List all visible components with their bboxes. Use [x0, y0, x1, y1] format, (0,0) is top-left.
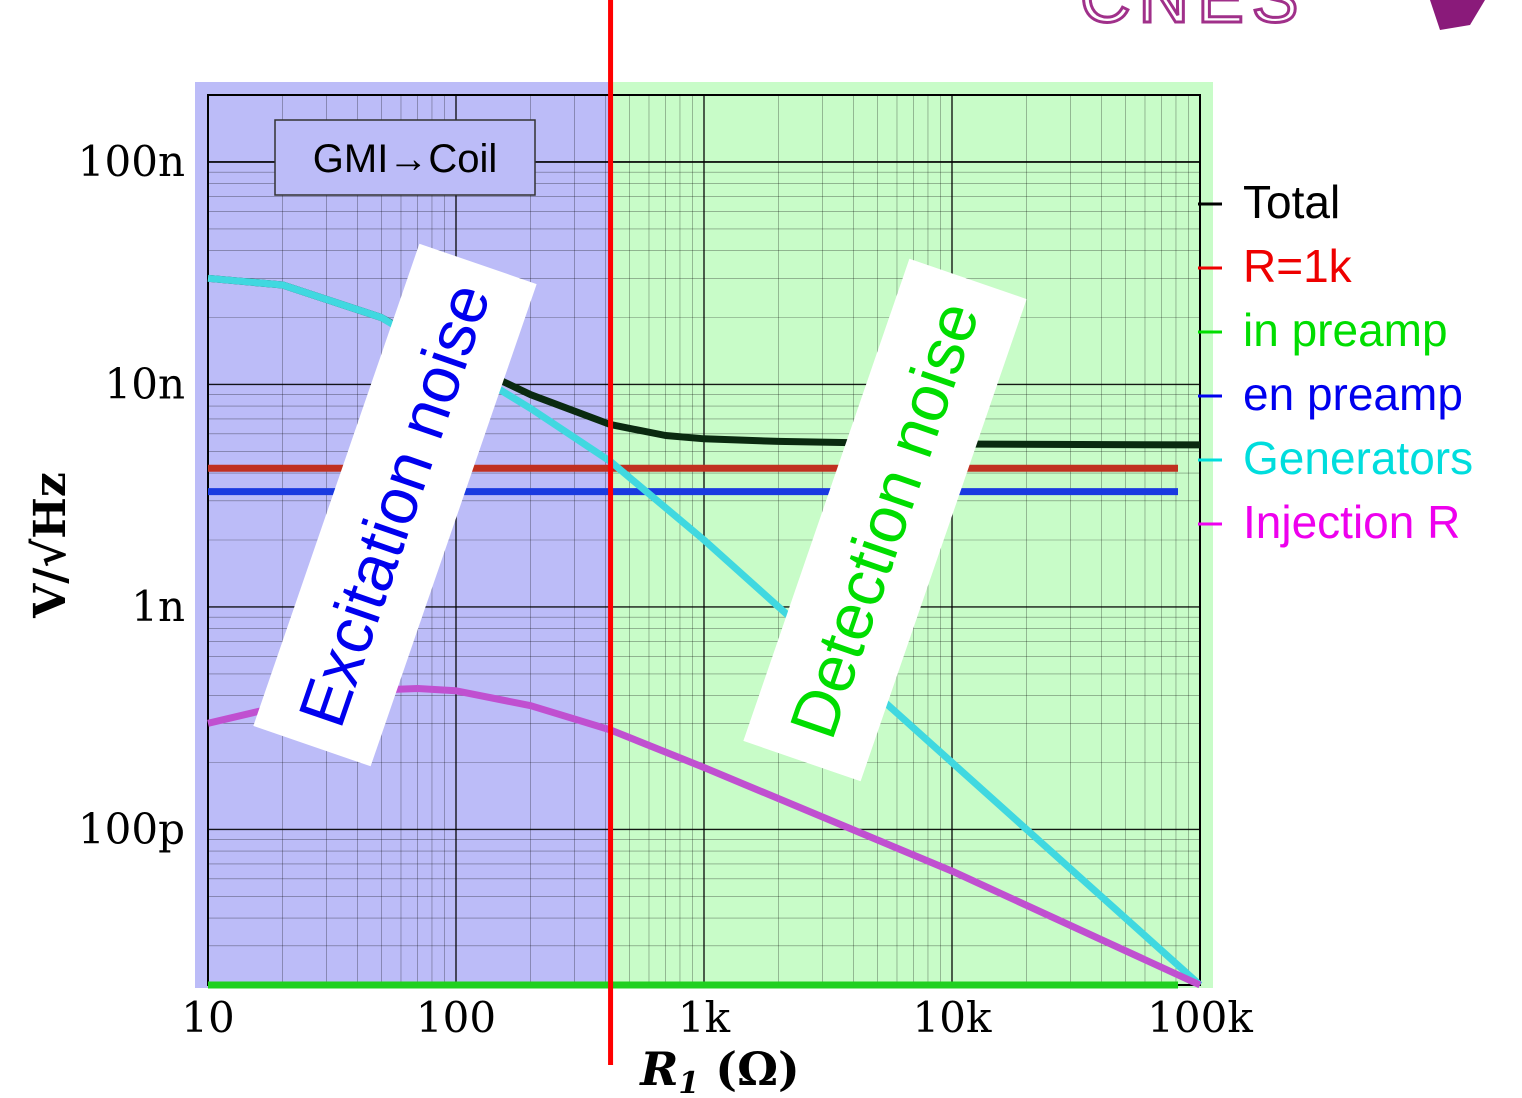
x-tick-label: 1k — [678, 993, 731, 1042]
legend: Total R=1k in preamp en preamp Generators Inj… — [1198, 176, 1473, 548]
x-tick-label: 100k — [1147, 993, 1253, 1042]
cnes-logo: CNES — [1080, 0, 1485, 37]
x-tick-label: 10 — [181, 993, 234, 1042]
y-tick-label: 100n — [78, 137, 185, 186]
x-tick-label: 10k — [913, 993, 992, 1042]
legend-item-total: Total — [1243, 176, 1340, 228]
y-tick-label: 10n — [105, 359, 186, 408]
annotation-text: GMI→Coil — [313, 137, 497, 181]
logo-swoosh — [1430, 0, 1485, 30]
logo-text: CNES — [1080, 0, 1306, 37]
y-axis-label: V/√Hz — [25, 472, 76, 619]
legend-item-injection-r: Injection R — [1243, 496, 1460, 548]
legend-item-en-preamp: en preamp — [1243, 368, 1463, 420]
annotation-box: GMI→Coil — [275, 120, 535, 195]
x-axis-label: R1 (Ω) — [638, 1042, 800, 1098]
y-tick-label: 100p — [78, 804, 185, 853]
legend-item-generators: Generators — [1243, 432, 1473, 484]
y-tick-labels: 100p 1n 10n 100n — [78, 137, 185, 854]
y-tick-label: 1n — [131, 582, 185, 631]
legend-item-r-1k: R=1k — [1243, 240, 1353, 292]
legend-item-in-preamp: in preamp — [1243, 304, 1448, 356]
x-tick-label: 100 — [416, 993, 496, 1042]
x-tick-labels: 10 100 1k 10k 100k — [181, 993, 1253, 1042]
